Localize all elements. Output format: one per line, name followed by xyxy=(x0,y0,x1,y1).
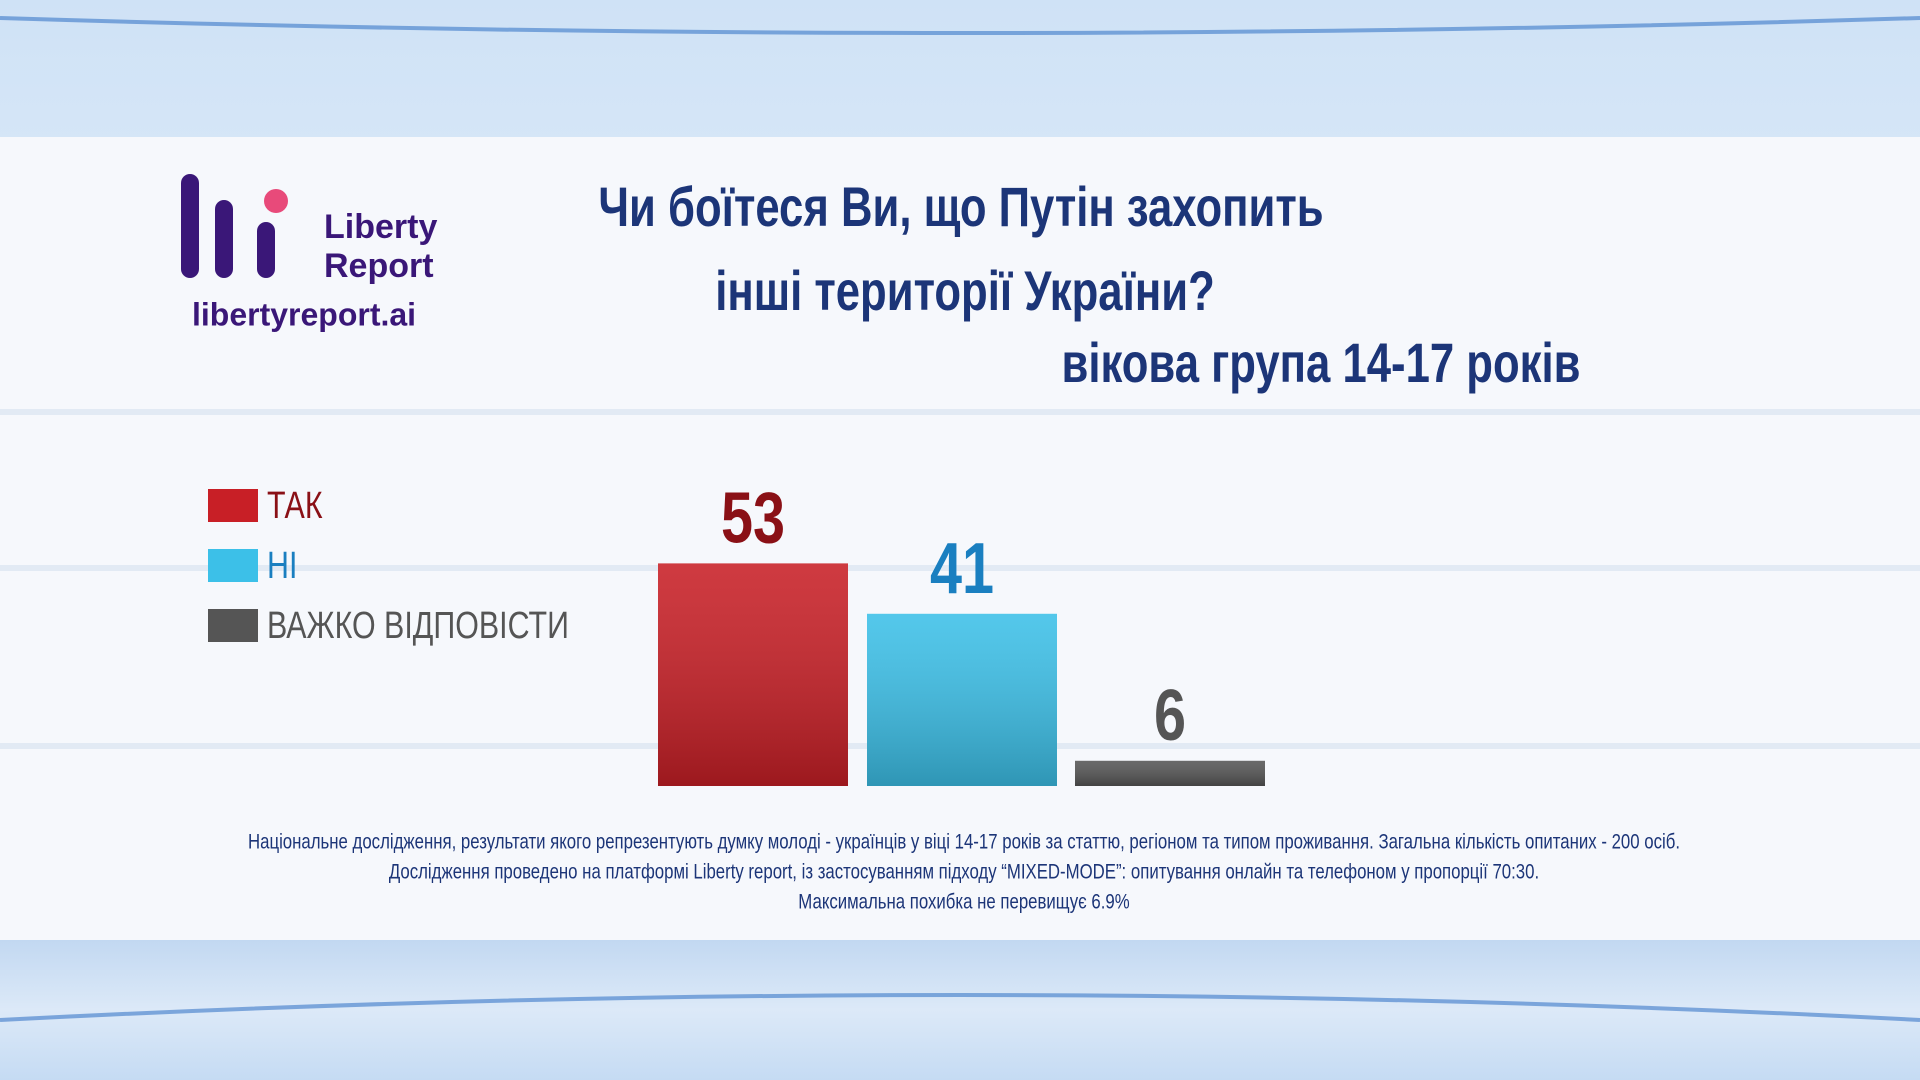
legend-label: ВАЖКО ВІДПОВІСТИ xyxy=(267,605,569,647)
bar-shade xyxy=(658,563,848,786)
logo-url: libertyreport.ai xyxy=(192,296,416,332)
value-label: 6 xyxy=(1154,675,1186,756)
logo-name: Report xyxy=(324,247,434,285)
footnote: Дослідження проведено на платформі Liber… xyxy=(389,861,1539,884)
legend-swatch xyxy=(208,489,258,522)
chart-title: інші території України? xyxy=(715,260,1215,322)
logo-name: Liberty xyxy=(324,208,437,246)
legend-swatch xyxy=(208,549,258,582)
bar-shade xyxy=(1075,760,1265,786)
bottom-band xyxy=(0,940,1920,1080)
legend-label: ТАК xyxy=(267,485,323,527)
legend-swatch xyxy=(208,609,258,642)
chart-subtitle: вікова група 14-17 років xyxy=(1062,332,1581,394)
decor-arc xyxy=(0,16,1920,35)
legend-label: НІ xyxy=(267,545,297,587)
value-label: 53 xyxy=(721,477,785,558)
bar-shade xyxy=(867,613,1057,786)
logo-dot xyxy=(264,189,288,213)
logo-mark xyxy=(181,174,288,278)
chart-title: Чи боїтеся Ви, що Путін захопить xyxy=(598,176,1323,238)
footnote: Максимальна похибка не перевищує 6.9% xyxy=(798,891,1129,914)
logo-shape xyxy=(257,222,275,278)
logo-shape xyxy=(215,200,233,278)
footnote: Національне дослідження, результати яког… xyxy=(248,831,1680,854)
logo-shape xyxy=(181,174,199,278)
decor-arc xyxy=(0,993,1920,1022)
value-label: 41 xyxy=(930,528,994,609)
panel xyxy=(0,137,1920,940)
